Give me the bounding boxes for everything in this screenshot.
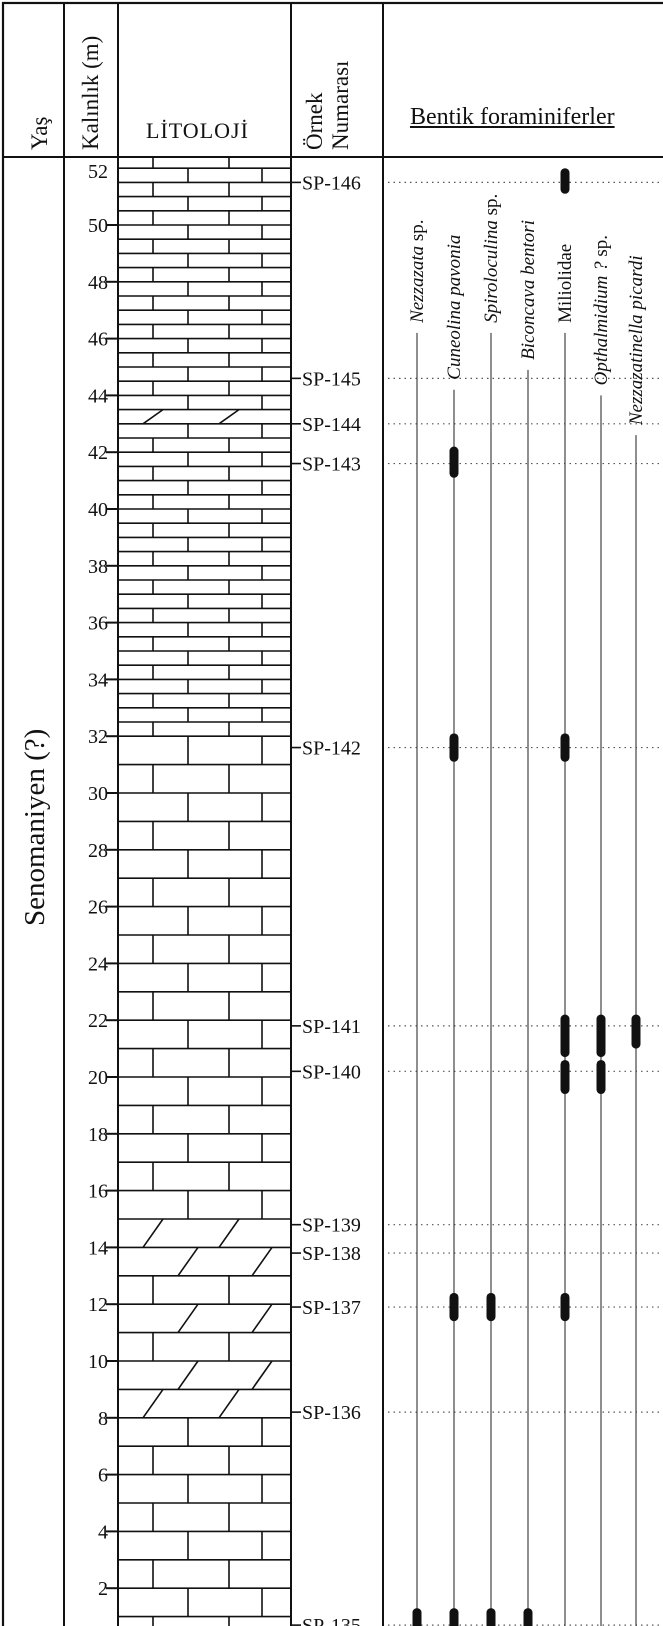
occurrence-mark	[412, 1608, 422, 1626]
occurrence-mark	[449, 446, 459, 478]
occurrence-mark	[560, 1014, 570, 1058]
depth-tick-label: 24	[88, 953, 108, 975]
depth-tick-label: 28	[88, 840, 108, 862]
dolomite-joint	[218, 1218, 240, 1248]
depth-tick-label: 14	[88, 1237, 108, 1259]
species-name: Cuneolina pavonia	[444, 235, 465, 380]
depth-tick-label: 38	[88, 556, 108, 578]
sample-label: SP-144	[302, 414, 361, 436]
occurrence-mark	[486, 1608, 496, 1626]
depth-tick-label: 32	[88, 726, 108, 748]
occurrence-mark	[560, 1292, 570, 1322]
sample-header-line2: Numarası	[328, 60, 353, 150]
sample-label: SP-141	[302, 1016, 361, 1038]
species-name: Nezzazata sp.	[407, 219, 428, 323]
dolomite-joint	[251, 1360, 273, 1390]
sample-label: SP-142	[302, 738, 361, 760]
dolomite-joint	[251, 1303, 273, 1334]
depth-tick-label: 48	[88, 272, 108, 294]
occurrence-mark	[449, 1608, 459, 1626]
dolomite-joint	[142, 1218, 164, 1248]
sample-label: SP-140	[302, 1061, 361, 1083]
sample-label: SP-135	[302, 1615, 361, 1626]
depth-tick-label: 6	[98, 1465, 108, 1487]
depth-tick-label: 8	[98, 1408, 108, 1430]
sample-markers: SP-135 SP-136 SP-137 SP-138 SP-139 SP-140 SP-1…	[291, 172, 663, 1626]
species-name: Miliolidae	[555, 244, 576, 323]
dolomite-joint	[142, 408, 164, 425]
sample-header-line1: Örnek	[302, 92, 327, 150]
sample-label: SP-143	[302, 454, 361, 476]
depth-tick-label: 4	[98, 1521, 108, 1543]
depth-tick-label: 26	[88, 897, 108, 919]
foraminifera-header: Bentik foraminiferler	[410, 104, 615, 130]
depth-axis: 0246810121416182022242628303234363840424…	[88, 161, 118, 1600]
species-name: Nezzazatinella picardi	[626, 255, 647, 426]
dolomite-joint	[177, 1246, 199, 1277]
depth-tick-label: 30	[88, 783, 108, 805]
sample-label: SP-136	[302, 1402, 361, 1424]
occurrence-mark	[449, 1292, 459, 1322]
occurrence-mark	[449, 733, 459, 762]
occurrence-mark	[596, 1059, 606, 1095]
occurrence-mark	[560, 733, 570, 762]
species-ranges: Nezzazata sp. Cuneolina pavonia Spirolocul…	[407, 168, 647, 1626]
depth-tick-label: 10	[88, 1351, 108, 1373]
dolomite-joint	[177, 1303, 199, 1334]
depth-tick-label: 44	[88, 385, 108, 407]
sample-label: SP-137	[302, 1297, 361, 1319]
species-name: Opthalmidium ? sp.	[591, 235, 612, 385]
depth-tick-label: 34	[88, 669, 108, 691]
depth-tick-label: 42	[88, 442, 108, 464]
lithology-column	[118, 157, 291, 1626]
depth-tick-label: 52	[88, 161, 108, 183]
dolomite-joint	[251, 1246, 273, 1277]
depth-tick-label: 2	[98, 1578, 108, 1600]
depth-tick-label: 36	[88, 613, 108, 635]
sample-label: SP-145	[302, 368, 361, 390]
depth-tick-label: 20	[88, 1067, 108, 1089]
lithology-header: LİTOLOJİ	[146, 118, 249, 143]
species-name: Biconcava bentori	[518, 220, 539, 360]
sample-label: SP-146	[302, 172, 361, 194]
occurrence-mark	[523, 1608, 533, 1626]
dolomite-joint	[142, 1388, 164, 1419]
dolomite-joint	[177, 1360, 199, 1390]
occurrence-mark	[596, 1014, 606, 1058]
depth-tick-label: 50	[88, 215, 108, 237]
species-name: Spiroloculina sp.	[481, 194, 502, 323]
depth-tick-label: 22	[88, 1010, 108, 1032]
depth-tick-label: 46	[88, 329, 108, 351]
sample-label: SP-139	[302, 1215, 361, 1237]
dolomite-joint	[218, 1388, 240, 1419]
occurrence-mark	[631, 1014, 641, 1049]
depth-tick-label: 12	[88, 1294, 108, 1316]
sample-label: SP-138	[302, 1243, 361, 1265]
thickness-header: Kalınlık (m)	[78, 35, 103, 150]
occurrence-mark	[486, 1292, 496, 1322]
occurrence-mark	[560, 168, 570, 194]
age-header: Yaş	[27, 116, 52, 150]
depth-tick-label: 40	[88, 499, 108, 521]
depth-tick-label: 18	[88, 1124, 108, 1146]
occurrence-mark	[560, 1059, 570, 1095]
age-label: Senomaniyen (?)	[19, 728, 51, 926]
dolomite-joint	[218, 408, 240, 425]
depth-tick-label: 16	[88, 1181, 108, 1203]
